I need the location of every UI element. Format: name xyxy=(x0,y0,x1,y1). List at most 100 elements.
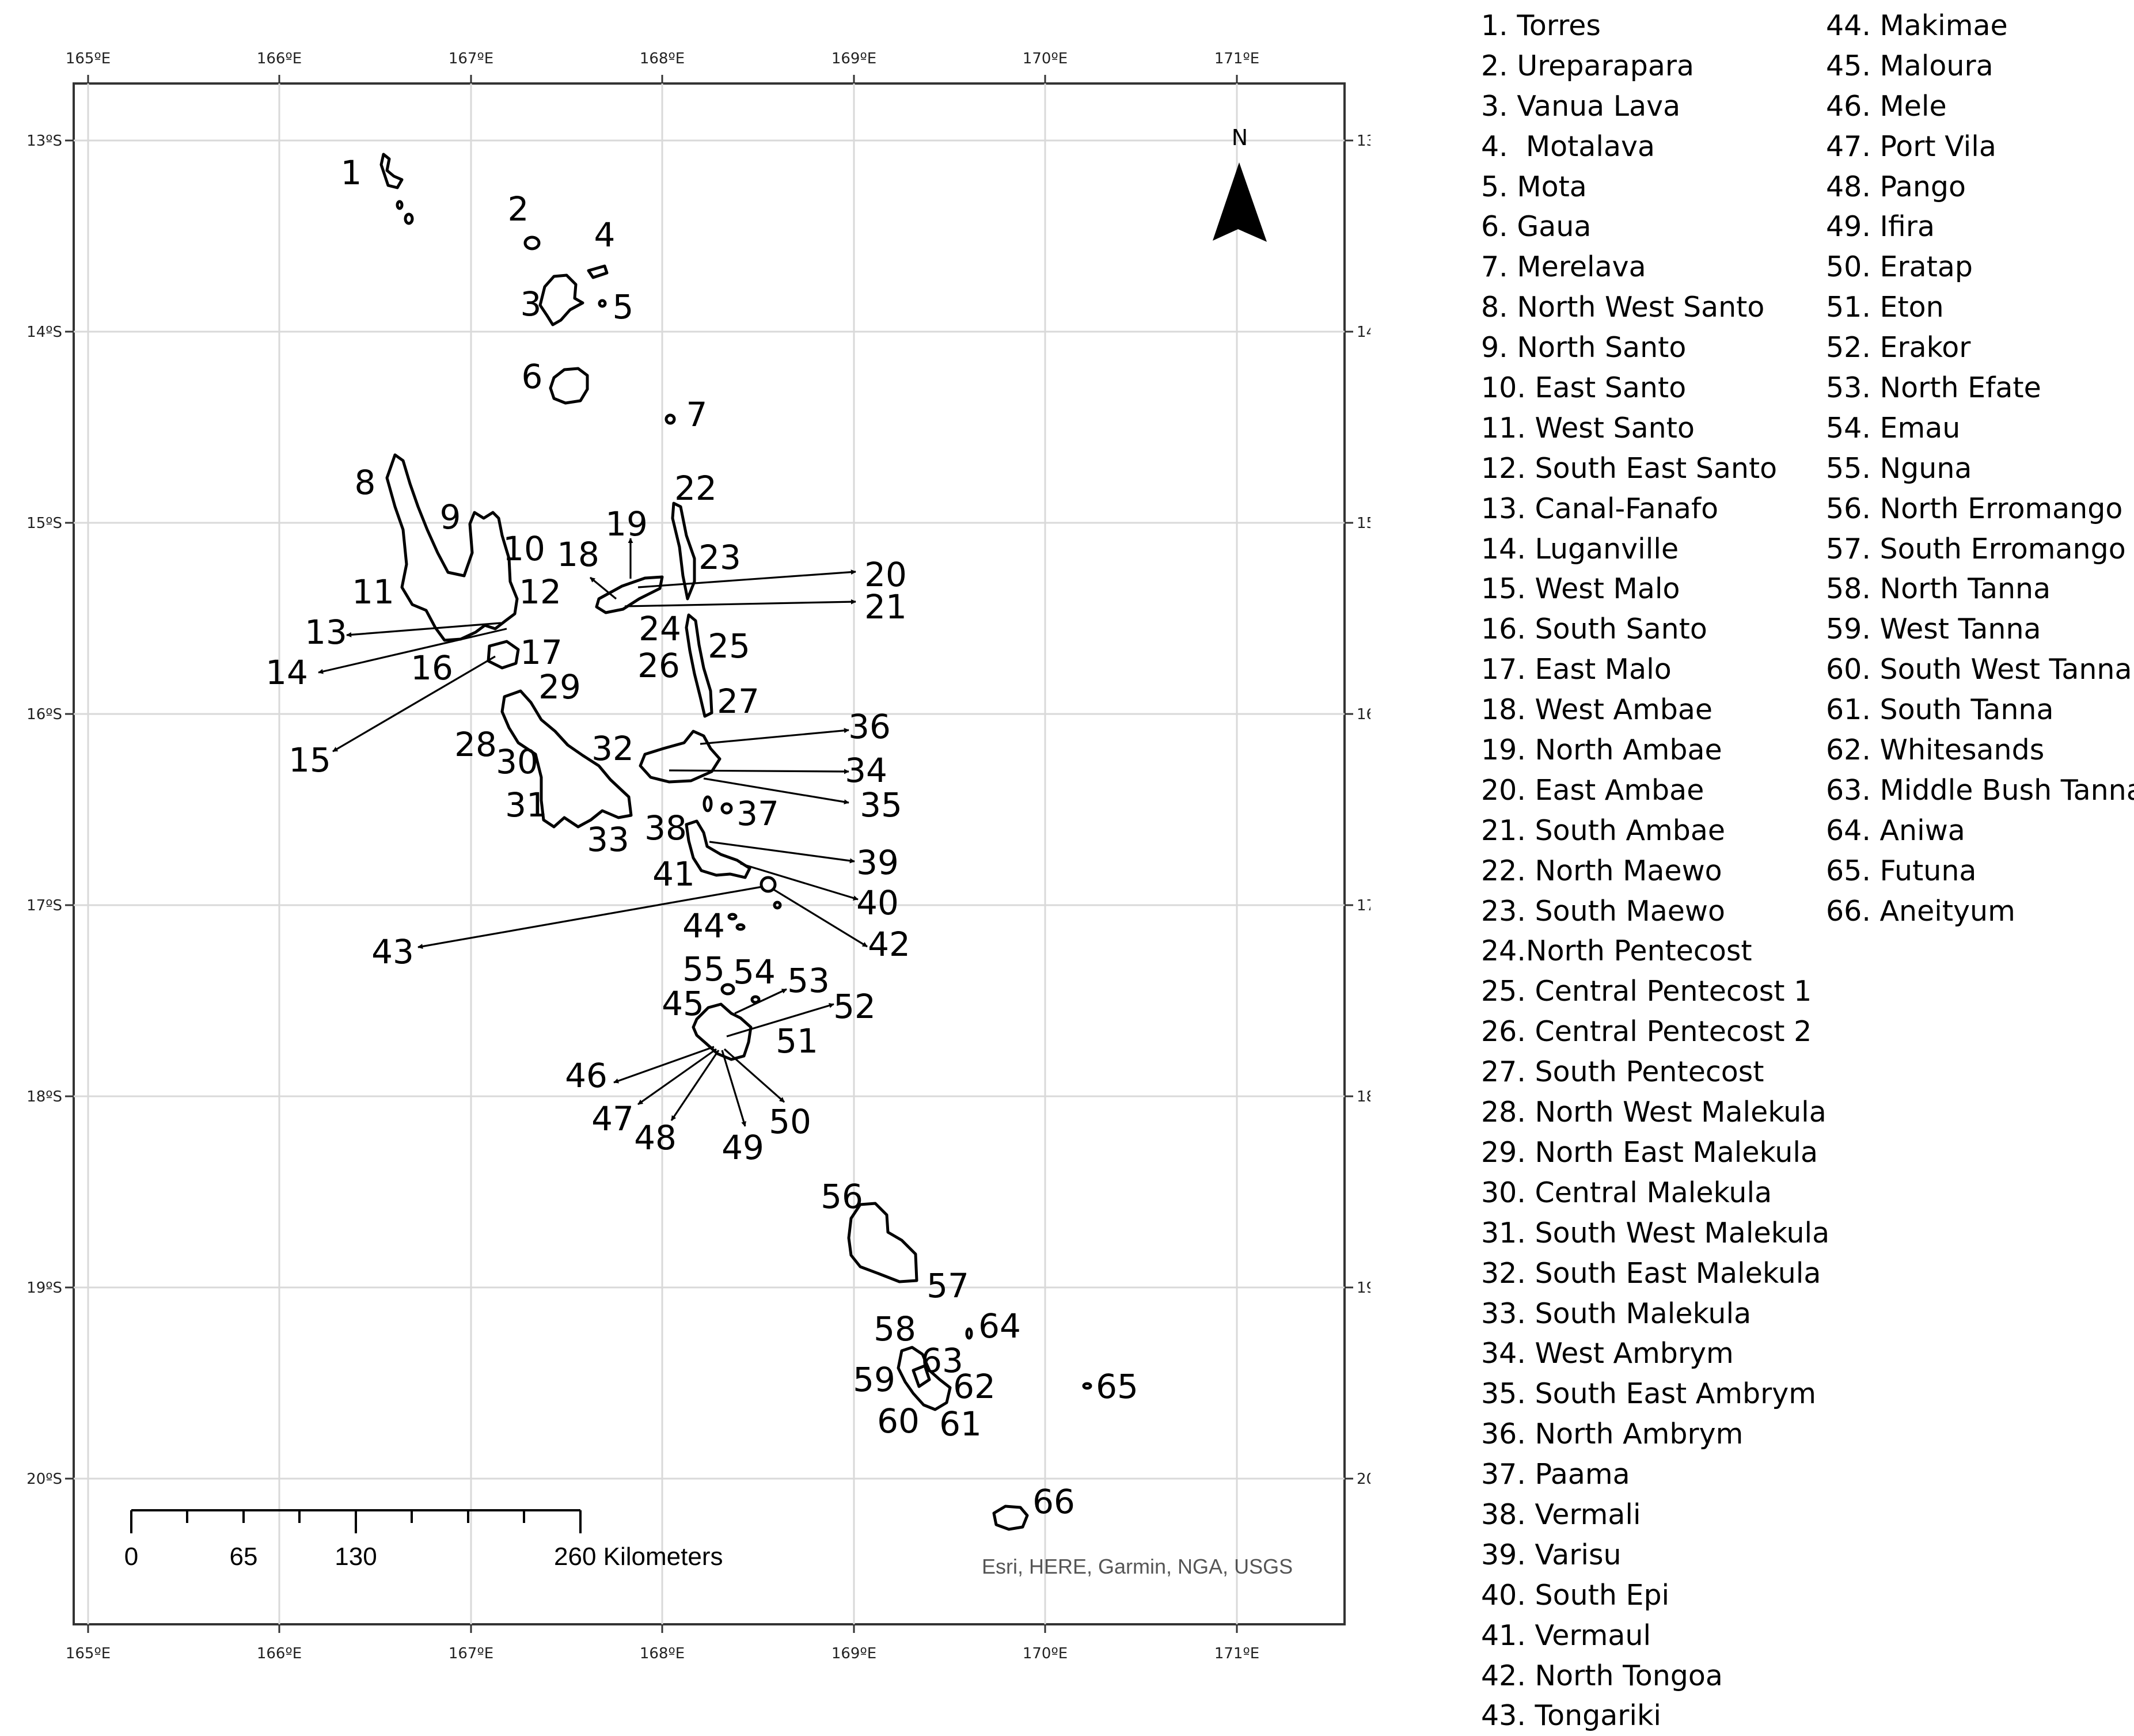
lat-label-right: 19ºS xyxy=(1357,1279,1370,1297)
legend-item: 7. Merelava xyxy=(1481,250,1646,284)
site-number: 53 xyxy=(787,961,830,1000)
island-futuna xyxy=(1082,1382,1092,1390)
legend-item: 39. Varisu xyxy=(1481,1538,1622,1571)
island-torres xyxy=(379,153,404,189)
lon-label-top: 170ºE xyxy=(1023,50,1068,67)
site-number: 51 xyxy=(776,1021,818,1061)
site-number: 55 xyxy=(682,949,725,989)
legend-item: 10. East Santo xyxy=(1481,371,1687,405)
site-number: 46 xyxy=(565,1056,607,1095)
leader-arrow-42 xyxy=(772,888,868,948)
site-number: 21 xyxy=(864,587,907,626)
site-number: 62 xyxy=(953,1367,996,1406)
legend-item: 62. Whitesands xyxy=(1826,734,2045,767)
map: 165ºE 166ºE 167ºE 168ºE 169ºE 170ºE 171º… xyxy=(26,50,1370,1662)
legend-item: 27. South Pentecost xyxy=(1481,1055,1764,1089)
island-tanna xyxy=(897,1346,952,1411)
site-number: 39 xyxy=(856,843,899,882)
leader-arrow-13 xyxy=(346,622,502,637)
site-number: 26 xyxy=(637,646,680,685)
legend-item: 61. South Tanna xyxy=(1826,693,2054,727)
legend-item: 6. Gaua xyxy=(1481,210,1592,244)
site-number: 19 xyxy=(605,504,648,544)
site-number: 1 xyxy=(341,153,362,192)
island-torres-small xyxy=(404,212,414,225)
scale-label-65: 65 xyxy=(230,1543,258,1571)
legend-item: 21. South Ambae xyxy=(1481,814,1726,847)
site-number: 29 xyxy=(538,667,581,706)
leader-arrow-53 xyxy=(734,988,787,1015)
island-paama xyxy=(703,795,713,812)
site-number: 59 xyxy=(853,1360,895,1399)
lat-label-left: 14ºS xyxy=(26,324,62,341)
site-number: 63 xyxy=(921,1341,963,1380)
leader-arrow-21 xyxy=(624,599,856,607)
legend-item: 60. South West Tanna xyxy=(1826,653,2132,686)
legend-item: 12. South East Santo xyxy=(1481,451,1778,485)
scale-label-260: 260 Kilometers xyxy=(554,1543,723,1571)
scale-bar: 0 65 130 260 Kilometers xyxy=(124,1509,723,1571)
legend-item: 30. Central Malekula xyxy=(1481,1176,1772,1209)
site-number: 35 xyxy=(860,785,902,825)
lat-label-right: 17ºS xyxy=(1357,897,1370,914)
site-number: 58 xyxy=(874,1309,916,1348)
legend-item: 36. North Ambrym xyxy=(1481,1418,1744,1451)
site-number: 7 xyxy=(686,395,708,434)
lon-label-top: 166ºE xyxy=(257,50,302,67)
site-number: 20 xyxy=(864,555,907,594)
legend-item: 15. West Malo xyxy=(1481,572,1680,606)
island-aneityum xyxy=(992,1505,1029,1531)
site-number: 23 xyxy=(698,538,741,577)
site-number: 27 xyxy=(717,682,760,721)
legend-item: 46. Mele xyxy=(1826,89,1947,123)
site-number: 61 xyxy=(939,1404,982,1443)
legend-item: 57. South Erromango xyxy=(1826,532,2126,565)
legend-item: 53. North Efate xyxy=(1826,371,2041,405)
leader-arrow-40 xyxy=(740,863,859,901)
legend-item: 31. South West Malekula xyxy=(1481,1216,1830,1249)
lat-label-left: 18ºS xyxy=(26,1088,62,1106)
legend-item: 23. South Maewo xyxy=(1481,894,1725,928)
site-number: 18 xyxy=(557,535,599,574)
legend-item: 25. Central Pentecost 1 xyxy=(1481,975,1812,1008)
legend-item: 55. Nguna xyxy=(1826,451,1972,485)
site-number: 33 xyxy=(587,820,629,859)
site-number: 45 xyxy=(662,984,704,1023)
lat-label-left: 17ºS xyxy=(26,897,62,914)
site-number: 57 xyxy=(926,1266,969,1305)
island-tongoa xyxy=(760,876,777,893)
legend-item: 32. South East Malekula xyxy=(1481,1256,1821,1290)
site-number: 28 xyxy=(454,725,497,764)
site-number: 14 xyxy=(265,653,308,692)
legend-item: 20. East Ambae xyxy=(1481,773,1704,807)
site-number: 31 xyxy=(505,785,548,825)
lat-label-right: 13ºS xyxy=(1357,132,1370,150)
site-number: 17 xyxy=(520,633,563,672)
site-number: 16 xyxy=(411,648,453,687)
island-nguna xyxy=(720,983,735,996)
lon-label-bottom: 170ºE xyxy=(1023,1645,1068,1662)
leader-arrow-48 xyxy=(670,1050,720,1121)
legend-item: 48. Pango xyxy=(1826,170,1966,203)
north-arrow-icon xyxy=(1213,162,1267,242)
lon-label-bottom: 168ºE xyxy=(640,1645,685,1662)
island-motalava xyxy=(587,264,609,279)
island-aniwa xyxy=(965,1327,973,1340)
legend-item: 56. North Erromango xyxy=(1826,492,2123,525)
lat-label-right: 18ºS xyxy=(1357,1088,1370,1106)
legend-item: 35. South East Ambrym xyxy=(1481,1377,1817,1411)
site-number: 30 xyxy=(496,742,538,781)
lon-label-bottom: 166ºE xyxy=(257,1645,302,1662)
lon-label-top: 169ºE xyxy=(831,50,876,67)
legend-item: 41. Vermaul xyxy=(1481,1619,1651,1652)
site-number: 43 xyxy=(371,932,414,971)
island-maewo xyxy=(671,502,696,601)
lat-label-right: 15ºS xyxy=(1357,515,1370,532)
island-ureparapara xyxy=(523,235,541,250)
leader-arrow-50 xyxy=(723,1048,785,1103)
island-mota xyxy=(598,299,607,308)
legend-item: 45. Maloura xyxy=(1826,49,1993,82)
island-merelava xyxy=(664,413,676,425)
site-number: 25 xyxy=(708,626,750,666)
attribution: Esri, HERE, Garmin, NGA, USGS xyxy=(982,1555,1293,1578)
